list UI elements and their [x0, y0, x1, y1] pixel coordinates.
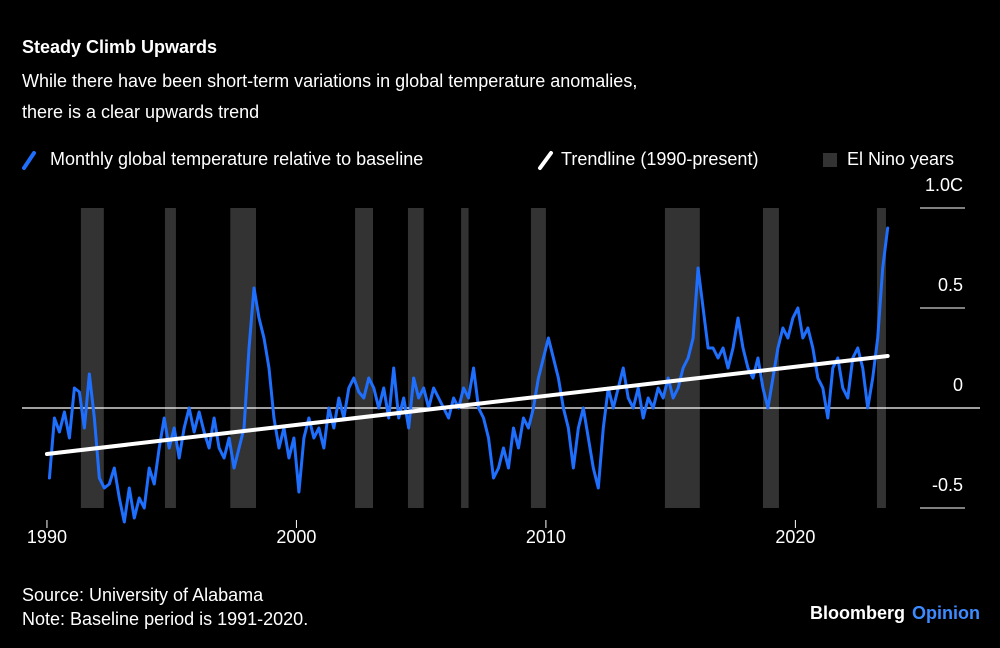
- legend-label: El Nino years: [847, 149, 954, 169]
- x-tick-label: 1990: [27, 527, 67, 547]
- el-nino-span: [530, 208, 546, 508]
- source: Source: University of Alabama: [22, 585, 264, 605]
- subtitle: While there have been short-term variati…: [22, 71, 637, 91]
- legend-swatch: [823, 153, 837, 167]
- note: Note: Baseline period is 1991-2020.: [22, 609, 308, 629]
- chart-title: Steady Climb Upwards: [22, 37, 217, 57]
- brand: Bloomberg: [810, 603, 905, 623]
- x-tick-label: 2020: [775, 527, 815, 547]
- legend-swatch: [538, 151, 553, 170]
- x-tick-label: 2000: [276, 527, 316, 547]
- x-tick-label: 2010: [526, 527, 566, 547]
- el-nino-span: [407, 208, 424, 508]
- temperature-line: [47, 226, 890, 524]
- legend-label: Monthly global temperature relative to b…: [50, 149, 423, 169]
- y-tick-label: -0.5: [932, 475, 963, 495]
- el-nino-span: [355, 208, 374, 508]
- el-nino-span: [230, 208, 257, 508]
- legend-swatch: [22, 151, 36, 170]
- el-nino-span: [762, 208, 779, 508]
- legend-label: Trendline (1990-present): [561, 149, 758, 169]
- trend-line: [44, 354, 890, 456]
- el-nino-span: [664, 208, 700, 508]
- brand: Opinion: [912, 603, 980, 623]
- el-nino-span: [164, 208, 176, 508]
- y-tick-label: 0.5: [938, 275, 963, 295]
- el-nino-span: [461, 208, 469, 508]
- y-tick-label: 1.0C: [925, 175, 963, 195]
- el-nino-span: [80, 208, 104, 508]
- subtitle: there is a clear upwards trend: [22, 102, 259, 122]
- y-tick-label: 0: [953, 375, 963, 395]
